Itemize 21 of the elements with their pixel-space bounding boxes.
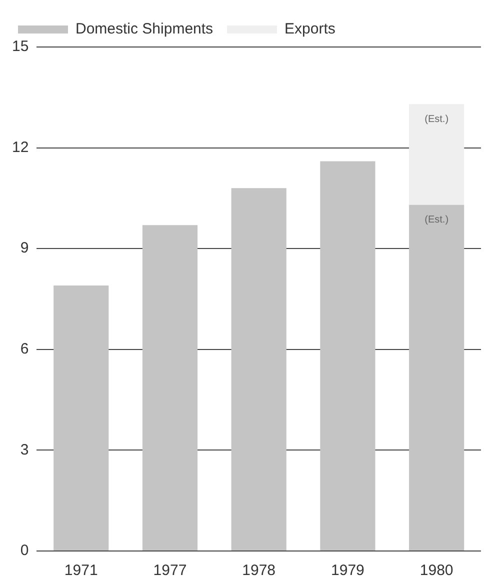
- annotation: (Est.): [424, 214, 449, 226]
- legend-label: Exports: [284, 20, 336, 38]
- y-tick-label: 15: [12, 38, 29, 56]
- annotation: (Est.): [424, 114, 449, 125]
- x-tick-label: 1979: [331, 562, 364, 580]
- bar: [231, 188, 286, 550]
- x-tick-label: 1978: [242, 562, 276, 580]
- y-tick-label: 3: [20, 441, 29, 458]
- y-tick-label: 12: [12, 138, 29, 156]
- y-tick-label: 6: [20, 340, 29, 358]
- x-tick-label: 1977: [153, 562, 187, 580]
- bar: [142, 225, 198, 550]
- y-tick-label: 9: [20, 240, 29, 257]
- y-tick-label: 0: [20, 542, 29, 560]
- legend-label: Domestic Shipments: [76, 20, 214, 38]
- bar: [409, 204, 464, 550]
- x-tick-label: 1971: [64, 562, 98, 580]
- x-tick-label: 1980: [420, 562, 454, 580]
- bar: [320, 161, 376, 550]
- bar: [409, 104, 464, 205]
- bar: [54, 286, 109, 550]
